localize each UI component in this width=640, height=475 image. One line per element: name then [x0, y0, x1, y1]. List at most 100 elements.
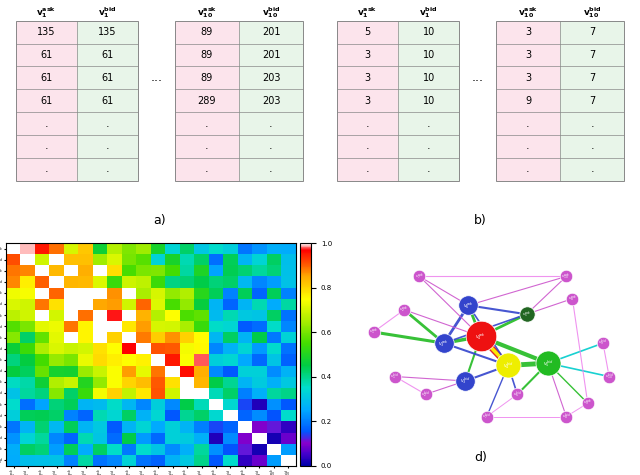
- Text: $v_{2}^{bid}$: $v_{2}^{bid}$: [421, 389, 430, 399]
- Text: .: .: [106, 119, 109, 129]
- Bar: [337, 89, 398, 112]
- Bar: [15, 20, 138, 181]
- Bar: [337, 112, 398, 135]
- Text: .: .: [591, 119, 594, 129]
- Text: ...: ...: [472, 71, 484, 85]
- Text: $v_{7}^{bid}$: $v_{7}^{bid}$: [482, 411, 492, 422]
- Text: 61: 61: [40, 50, 52, 60]
- Text: 61: 61: [40, 73, 52, 83]
- Bar: [175, 112, 239, 135]
- Bar: [560, 89, 625, 112]
- Text: 61: 61: [101, 95, 113, 106]
- Text: 10: 10: [422, 95, 435, 106]
- Text: 3: 3: [364, 95, 371, 106]
- Bar: [15, 20, 77, 44]
- Bar: [175, 158, 239, 181]
- Text: $\mathbf{v_{10}^{ask}}$: $\mathbf{v_{10}^{ask}}$: [518, 5, 538, 19]
- Text: .: .: [427, 164, 431, 174]
- Bar: [77, 112, 138, 135]
- Text: 3: 3: [364, 50, 371, 60]
- Text: .: .: [526, 119, 530, 129]
- Bar: [77, 44, 138, 66]
- Text: $v_{1}^{bid}$: $v_{1}^{bid}$: [390, 371, 399, 382]
- Bar: [239, 112, 303, 135]
- Text: $v_{5}^{bid}$: $v_{5}^{bid}$: [543, 358, 553, 369]
- Text: .: .: [269, 119, 273, 129]
- Text: .: .: [526, 142, 530, 152]
- Text: 289: 289: [198, 95, 216, 106]
- Text: a): a): [153, 214, 166, 228]
- Bar: [560, 112, 625, 135]
- Text: 135: 135: [98, 27, 116, 37]
- Text: $\mathbf{v_1^{bid}}$: $\mathbf{v_1^{bid}}$: [419, 5, 438, 19]
- Text: .: .: [205, 142, 209, 152]
- Bar: [560, 158, 625, 181]
- Text: d): d): [474, 451, 487, 464]
- Text: 201: 201: [262, 27, 280, 37]
- Text: 10: 10: [422, 27, 435, 37]
- Bar: [560, 66, 625, 89]
- Text: $\mathbf{v_{10}^{bid}}$: $\mathbf{v_{10}^{bid}}$: [583, 5, 602, 19]
- Text: $\mathbf{v_1^{bid}}$: $\mathbf{v_1^{bid}}$: [98, 5, 116, 19]
- Bar: [496, 135, 560, 158]
- Text: 201: 201: [262, 50, 280, 60]
- Text: $\mathbf{v_{10}^{bid}}$: $\mathbf{v_{10}^{bid}}$: [262, 5, 280, 19]
- Bar: [337, 20, 398, 44]
- Text: .: .: [44, 164, 48, 174]
- Bar: [398, 44, 460, 66]
- Text: 9: 9: [525, 95, 531, 106]
- Bar: [496, 20, 625, 181]
- Text: $v_{7}^{ask}$: $v_{7}^{ask}$: [415, 271, 424, 282]
- Bar: [175, 66, 239, 89]
- Text: $v_{8}^{bid}$: $v_{8}^{bid}$: [562, 411, 571, 422]
- Text: $v_{6}^{bid}$: $v_{6}^{bid}$: [513, 389, 522, 399]
- Text: $v_{1}^{ask}$: $v_{1}^{ask}$: [369, 327, 378, 337]
- Bar: [239, 66, 303, 89]
- Bar: [337, 158, 398, 181]
- Text: .: .: [365, 119, 369, 129]
- Bar: [337, 44, 398, 66]
- Bar: [496, 66, 560, 89]
- Bar: [239, 135, 303, 158]
- Text: $\mathbf{v_1^{ask}}$: $\mathbf{v_1^{ask}}$: [36, 5, 56, 19]
- Text: $v_{10}^{ask}$: $v_{10}^{ask}$: [561, 271, 571, 282]
- Text: .: .: [526, 164, 530, 174]
- Bar: [239, 20, 303, 44]
- Bar: [496, 158, 560, 181]
- Text: 89: 89: [201, 73, 213, 83]
- Text: $v_{2}^{ask}$: $v_{2}^{ask}$: [399, 304, 409, 315]
- Bar: [77, 66, 138, 89]
- Text: .: .: [205, 119, 209, 129]
- Bar: [15, 44, 77, 66]
- Bar: [398, 112, 460, 135]
- Text: $v_{9}^{ask}$: $v_{9}^{ask}$: [583, 398, 593, 408]
- Bar: [560, 135, 625, 158]
- Bar: [15, 158, 77, 181]
- Bar: [175, 135, 239, 158]
- Bar: [175, 89, 239, 112]
- Text: 10: 10: [422, 50, 435, 60]
- Text: 10: 10: [422, 73, 435, 83]
- Text: ...: ...: [150, 71, 163, 85]
- Text: .: .: [591, 142, 594, 152]
- Text: 3: 3: [525, 73, 531, 83]
- Text: .: .: [427, 142, 431, 152]
- Text: 3: 3: [364, 73, 371, 83]
- Bar: [496, 112, 560, 135]
- Bar: [77, 20, 138, 44]
- Text: 7: 7: [589, 27, 595, 37]
- Bar: [398, 20, 460, 44]
- Bar: [77, 89, 138, 112]
- Text: $v_{10}^{bid}$: $v_{10}^{bid}$: [605, 371, 614, 382]
- Bar: [398, 89, 460, 112]
- Text: .: .: [106, 164, 109, 174]
- Text: $v_{3}^{bid}$: $v_{3}^{bid}$: [460, 376, 470, 386]
- Bar: [175, 44, 239, 66]
- Bar: [496, 20, 560, 44]
- Bar: [398, 135, 460, 158]
- Text: 5: 5: [364, 27, 371, 37]
- Bar: [175, 20, 303, 181]
- Text: $v_{6}^{ask}$: $v_{6}^{ask}$: [463, 300, 474, 311]
- Bar: [496, 89, 560, 112]
- Text: 7: 7: [589, 50, 595, 60]
